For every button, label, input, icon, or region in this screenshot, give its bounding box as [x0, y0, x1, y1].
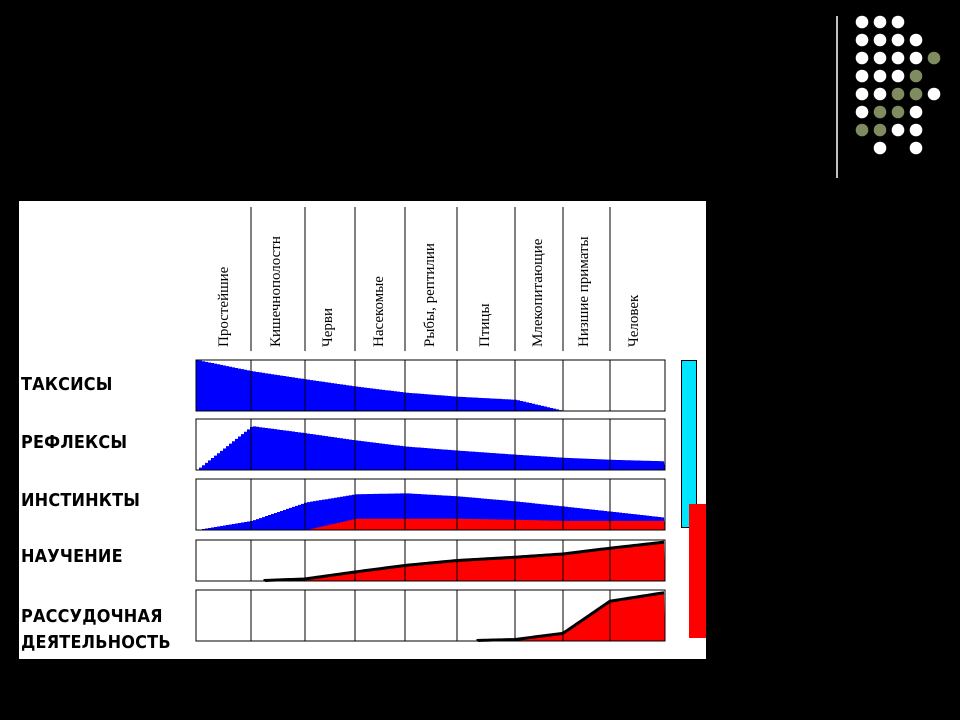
decor-dot — [891, 33, 905, 47]
column-label: Насекомые — [371, 276, 387, 347]
decor-dot — [909, 69, 923, 83]
decor-dot — [909, 87, 923, 101]
area-red — [196, 518, 665, 530]
grid-cell — [456, 589, 516, 642]
area-red — [196, 542, 665, 581]
grid-cell — [609, 359, 666, 412]
grid-cell — [609, 418, 666, 471]
column-label: Кишечнополостн — [268, 236, 284, 347]
decor-dot — [873, 141, 887, 155]
grid-cell — [195, 589, 252, 642]
decor-dot — [909, 105, 923, 119]
grid-cell — [354, 589, 406, 642]
column-label: Низшие приматы — [576, 236, 592, 347]
grid-cell — [195, 539, 252, 582]
curve-edge — [263, 540, 665, 582]
column-label: Простейшие — [216, 266, 232, 347]
area-blue — [196, 426, 665, 470]
decor-dot — [855, 69, 869, 83]
row-label: НАУЧЕНИЕ — [21, 547, 123, 567]
column-label: Рыбы, рептилии — [422, 243, 438, 347]
area-red — [196, 592, 665, 641]
decor-dot — [927, 51, 941, 65]
area-blue — [196, 360, 665, 411]
grid-cell — [404, 589, 458, 642]
decor-dot — [873, 15, 887, 29]
column-label: Млекопитающие — [530, 238, 546, 347]
row-label: РАССУДОЧНАЯ ДЕЯТЕЛЬНОСТЬ — [21, 607, 171, 653]
decor-dot — [855, 123, 869, 137]
side-bar-cyan — [681, 360, 697, 528]
decor-dot — [909, 123, 923, 137]
decor-dot — [891, 15, 905, 29]
column-label: Черви — [320, 307, 336, 347]
decor-dot — [855, 33, 869, 47]
decor-dot — [909, 33, 923, 47]
decor-dot — [855, 15, 869, 29]
decorative-dot-grid — [836, 15, 941, 178]
decor-dot — [909, 141, 923, 155]
column-label: Человек — [626, 294, 642, 347]
side-bar-red — [689, 504, 706, 638]
decor-dot — [873, 123, 887, 137]
grid-cell — [609, 539, 666, 582]
decor-dot — [909, 51, 923, 65]
grid-cell — [195, 478, 252, 531]
decor-dot — [873, 69, 887, 83]
decor-dot — [891, 51, 905, 65]
grid-cell — [250, 539, 306, 582]
decor-dot — [873, 105, 887, 119]
curve-edge — [476, 591, 665, 642]
decor-dot — [891, 123, 905, 137]
row-label: РЕФЛЕКСЫ — [21, 433, 128, 453]
row-label: ТАКСИСЫ — [21, 375, 113, 395]
row-label: ИНСТИНКТЫ — [21, 491, 141, 511]
decor-dot — [855, 105, 869, 119]
decor-dot — [927, 87, 941, 101]
column-label: Птицы — [477, 303, 493, 347]
decor-dot — [855, 87, 869, 101]
decor-dot — [891, 105, 905, 119]
decor-dot — [855, 51, 869, 65]
grid-cell — [609, 589, 666, 642]
grid-cell — [562, 359, 611, 412]
decor-dot — [891, 69, 905, 83]
decor-dot — [873, 51, 887, 65]
grid-cell — [609, 478, 666, 531]
decor-dot — [873, 33, 887, 47]
decor-dot — [891, 87, 905, 101]
grid-cell — [304, 589, 356, 642]
grid-cell — [250, 589, 306, 642]
decor-dot — [873, 87, 887, 101]
evolution-diagram: Простейшие Кишечнополостн Черви Насекомые Ры… — [19, 201, 706, 659]
diagram-canvas — [195, 207, 666, 642]
